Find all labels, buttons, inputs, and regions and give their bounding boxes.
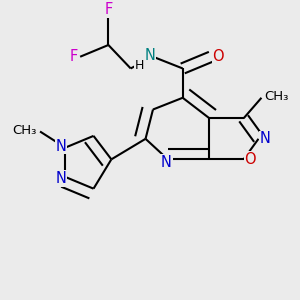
Text: N: N [260, 131, 271, 146]
Text: N: N [56, 171, 66, 186]
Text: N: N [145, 48, 155, 63]
Text: F: F [70, 49, 78, 64]
Text: CH₃: CH₃ [264, 90, 289, 103]
Text: O: O [244, 152, 256, 167]
Text: F: F [104, 2, 112, 17]
Text: N: N [56, 139, 66, 154]
Text: N: N [161, 155, 172, 170]
Text: O: O [212, 49, 224, 64]
Text: CH₃: CH₃ [13, 124, 37, 136]
Text: H: H [135, 59, 144, 72]
